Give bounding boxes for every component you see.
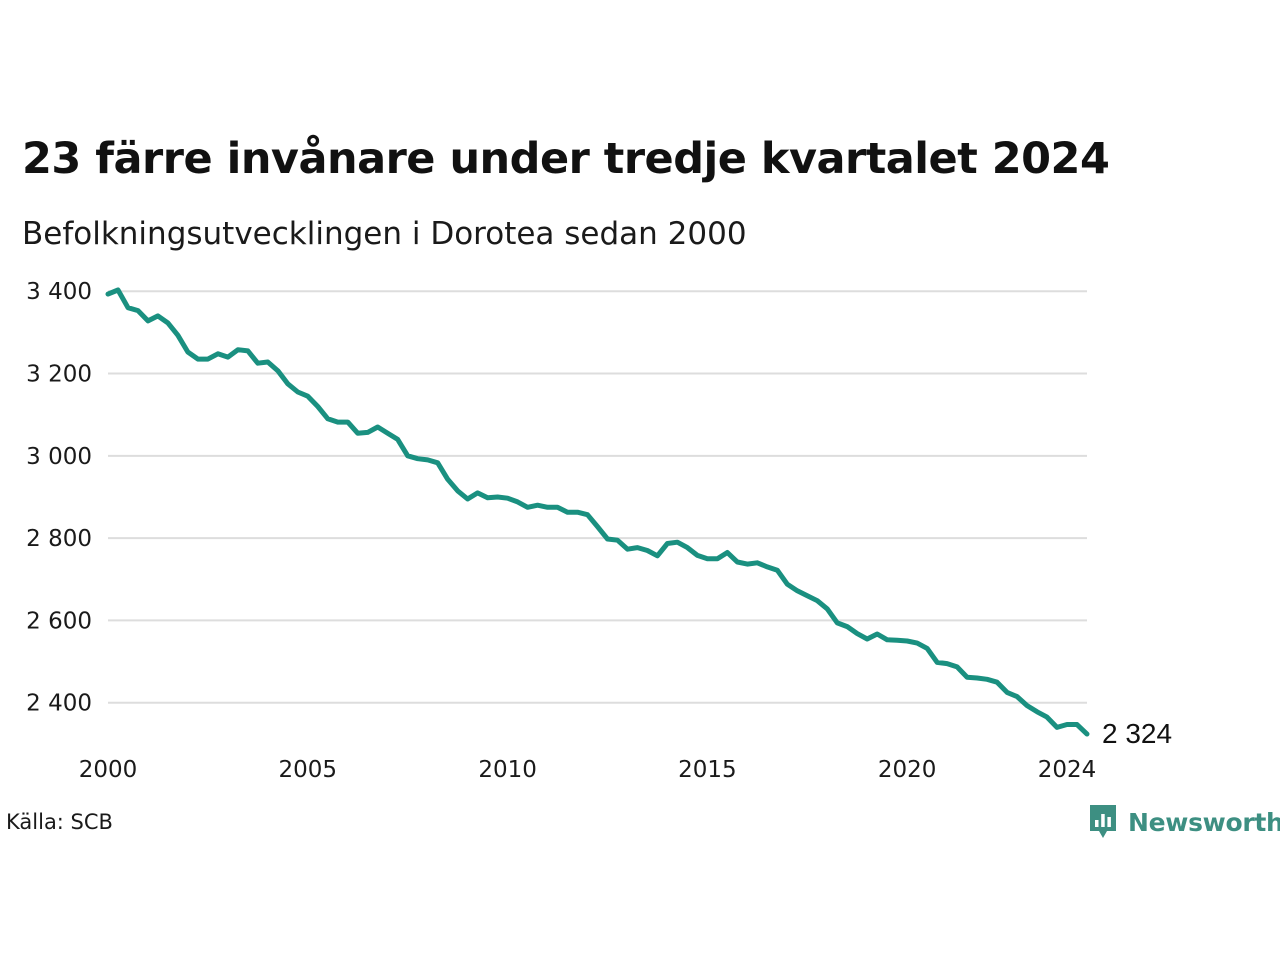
source-note: Källa: SCB [6, 810, 113, 834]
y-tick-label: 3 200 [26, 362, 92, 388]
chart-title: 23 färre invånare under tredje kvartalet… [22, 134, 1110, 184]
brand-logo: Newsworthy [1088, 802, 1280, 842]
series-line [105, 287, 1090, 737]
y-tick-label: 3 000 [26, 444, 92, 470]
x-tick-label: 2024 [1038, 757, 1097, 783]
chart-subtitle: Befolkningsutvecklingen i Dorotea sedan … [22, 216, 747, 252]
end-value-label: 2 324 [1102, 718, 1172, 749]
x-tick-label: 2020 [878, 757, 937, 783]
x-tick-label: 2005 [279, 757, 338, 783]
x-tick-label: 2010 [478, 757, 537, 783]
y-tick-label: 3 400 [26, 279, 92, 305]
y-tick-label: 2 600 [26, 608, 92, 634]
gridlines [108, 290, 1087, 704]
series-layer [105, 287, 1090, 737]
y-axis-ticks: 2 400 2 600 2 800 3 000 3 200 3 400 [26, 279, 92, 717]
brand-name: Newsworthy [1128, 807, 1280, 837]
x-tick-label: 2000 [79, 757, 138, 783]
y-tick-label: 2 800 [26, 526, 92, 552]
y-tick-label: 2 400 [26, 691, 92, 717]
newsworthy-logo-icon [1090, 805, 1116, 838]
x-tick-label: 2015 [678, 757, 737, 783]
x-axis-ticks: 2000 2005 2010 2015 2020 2024 [79, 757, 1097, 783]
